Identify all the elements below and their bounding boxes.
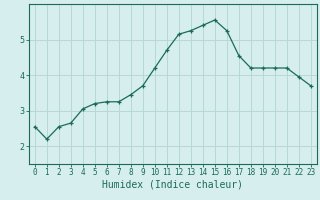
X-axis label: Humidex (Indice chaleur): Humidex (Indice chaleur) bbox=[102, 180, 243, 190]
